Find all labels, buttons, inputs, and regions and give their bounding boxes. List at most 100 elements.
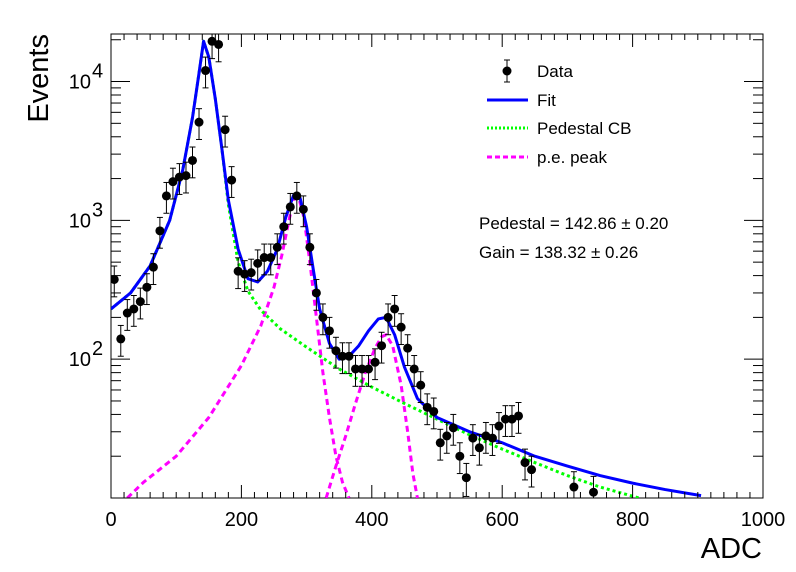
- data-marker: [416, 380, 426, 390]
- y-tick-label-exponent: 3: [92, 199, 103, 221]
- data-marker: [455, 451, 465, 461]
- data-point: [487, 424, 497, 456]
- data-point: [155, 216, 165, 249]
- data-marker: [527, 465, 537, 475]
- data-marker: [324, 326, 334, 336]
- data-point: [357, 355, 367, 387]
- y-tick-label: 10 3: [69, 199, 103, 232]
- data-marker: [468, 433, 478, 443]
- data-marker: [135, 297, 145, 307]
- legend-label: Pedestal CB: [537, 119, 632, 138]
- data-point: [416, 371, 426, 403]
- x-tick-label: 0: [105, 509, 116, 531]
- data-marker: [435, 438, 445, 448]
- legend-label: p.e. peak: [537, 148, 607, 167]
- plot-frame: [110, 33, 764, 499]
- data-marker: [194, 117, 204, 127]
- data-point: [116, 324, 126, 357]
- data-point: [227, 166, 237, 198]
- y-tick-label-base: 10: [69, 72, 91, 94]
- y-tick-label-exponent: 2: [92, 338, 103, 360]
- data-marker: [569, 482, 579, 492]
- data-point: [161, 181, 171, 214]
- data-marker: [227, 175, 237, 185]
- data-points: [111, 34, 598, 498]
- data-point: [142, 273, 152, 306]
- data-point: [266, 243, 276, 276]
- legend: Data Fit Pedestal CB p.e. peak: [487, 59, 632, 167]
- data-marker: [390, 304, 400, 314]
- data-point: [259, 243, 269, 276]
- data-point: [311, 278, 321, 311]
- data-point: [514, 401, 523, 434]
- x-axis-label: ADC: [701, 533, 762, 565]
- data-marker: [142, 282, 152, 292]
- data-marker: [383, 312, 393, 322]
- data-marker: [520, 458, 530, 468]
- data-point: [111, 265, 119, 298]
- data-marker: [285, 202, 295, 212]
- data-point: [246, 258, 256, 291]
- data-point: [520, 448, 530, 481]
- data-marker: [409, 364, 419, 374]
- data-point: [396, 313, 406, 346]
- data-point: [272, 233, 282, 266]
- legend-marker: [502, 66, 512, 76]
- data-marker: [351, 364, 360, 374]
- data-marker: [337, 351, 347, 361]
- data-marker: [331, 346, 341, 356]
- data-point: [474, 433, 484, 466]
- data-marker: [188, 155, 197, 165]
- pedestal-cb-curve: [111, 39, 640, 498]
- data-point: [337, 342, 347, 375]
- data-marker: [214, 39, 224, 49]
- x-tick-label: 200: [225, 509, 258, 531]
- y-tick-label: 10 4: [69, 61, 103, 94]
- annotation-pedestal: Pedestal = 142.86 ± 0.20: [479, 214, 668, 233]
- data-point: [318, 303, 328, 336]
- data-point: [461, 462, 471, 497]
- y-tick-label-base: 10: [69, 349, 91, 371]
- annotation-gain: Gain = 138.32 ± 0.26: [479, 243, 638, 262]
- data-marker: [272, 242, 282, 252]
- data-point: [344, 342, 354, 375]
- data-point: [377, 331, 387, 364]
- data-marker: [155, 226, 165, 236]
- data-point: [390, 295, 400, 327]
- data-point: [220, 115, 230, 148]
- data-marker: [422, 402, 432, 412]
- data-point: [435, 428, 445, 461]
- data-marker: [487, 433, 497, 443]
- data-point: [448, 413, 458, 446]
- data-marker: [344, 351, 354, 361]
- data-point: [455, 442, 465, 475]
- data-marker: [201, 66, 211, 76]
- data-point: [194, 108, 204, 140]
- data-point: [181, 161, 191, 194]
- data-point: [364, 355, 374, 387]
- data-marker: [220, 125, 230, 135]
- data-point: [292, 181, 302, 214]
- legend-label: Data: [537, 62, 573, 81]
- data-point: [201, 56, 211, 89]
- data-marker: [311, 288, 321, 298]
- data-marker: [292, 191, 302, 201]
- data-marker: [129, 304, 139, 314]
- data-marker: [305, 242, 315, 252]
- data-point: [148, 253, 158, 286]
- data-point: [442, 421, 452, 454]
- data-marker: [370, 357, 380, 367]
- data-point: [279, 212, 289, 245]
- data-point: [168, 167, 178, 200]
- data-marker: [500, 414, 510, 424]
- data-marker: [161, 191, 171, 201]
- data-point: [324, 316, 334, 349]
- data-marker: [357, 364, 367, 374]
- data-point: [188, 146, 197, 179]
- data-marker: [403, 343, 413, 353]
- data-marker: [377, 341, 387, 351]
- data-marker: [396, 322, 406, 332]
- data-marker: [494, 421, 504, 431]
- data-point: [383, 303, 393, 336]
- data-marker: [259, 253, 269, 263]
